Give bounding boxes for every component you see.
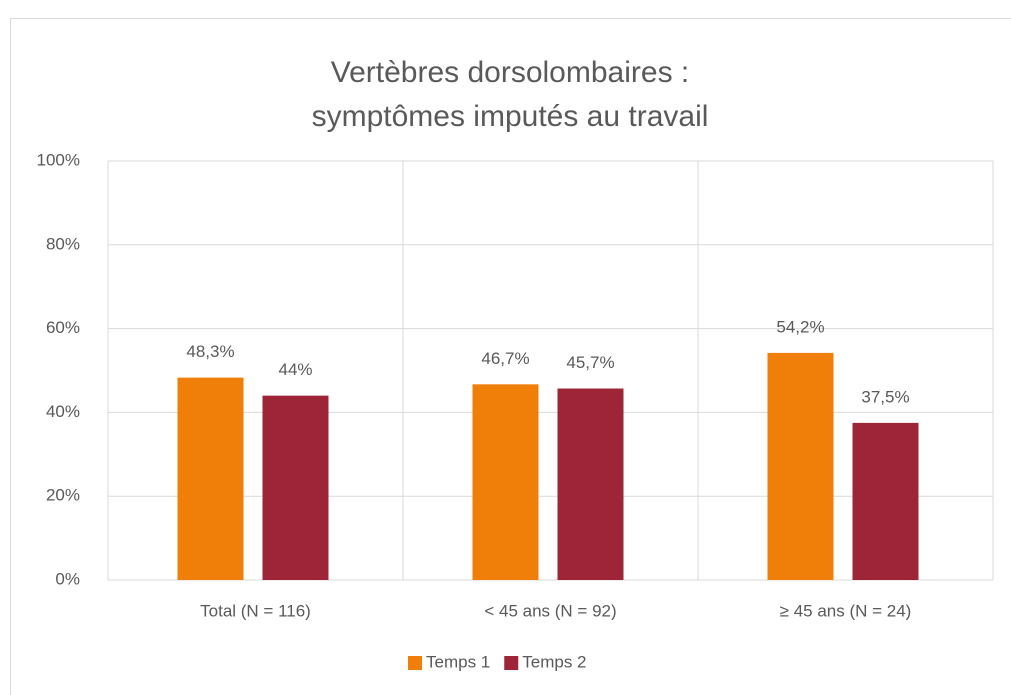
bar (177, 377, 244, 580)
data-label: 54,2% (776, 317, 824, 336)
y-tick-label: 20% (46, 486, 80, 505)
data-label: 46,7% (481, 349, 529, 368)
y-tick-label: 60% (46, 318, 80, 337)
chart-title: symptômes imputés au travail (312, 100, 709, 133)
y-tick-label: 80% (46, 234, 80, 253)
x-tick-label: ≥ 45 ans (N = 24) (780, 601, 912, 620)
x-tick-label: Total (N = 116) (200, 601, 311, 620)
legend-swatch (408, 656, 422, 670)
data-label: 48,3% (186, 342, 234, 361)
y-tick-label: 0% (55, 569, 80, 588)
data-label: 37,5% (861, 387, 909, 406)
bar (262, 395, 329, 580)
y-tick-label: 100% (37, 150, 80, 169)
legend-swatch (504, 656, 519, 670)
bar (852, 422, 919, 580)
x-tick-label: < 45 ans (N = 92) (484, 601, 616, 620)
legend-label: Temps 1 (426, 652, 490, 671)
bar (767, 352, 834, 580)
legend-label: Temps 2 (522, 652, 586, 671)
y-tick-label: 40% (46, 402, 80, 421)
chart-border (10, 18, 1011, 695)
bar (557, 388, 624, 580)
data-label: 44% (278, 360, 312, 379)
chart-title: Vertèbres dorsolombaires : (331, 56, 690, 89)
bar (472, 384, 539, 580)
data-label: 45,7% (566, 353, 614, 372)
